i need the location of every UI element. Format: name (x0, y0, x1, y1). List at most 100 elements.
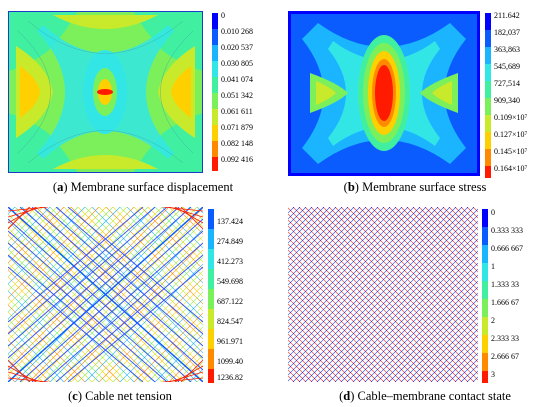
legend-swatch (485, 47, 491, 71)
cable-line (8, 325, 65, 382)
cable-line (8, 297, 93, 382)
contact-line (358, 262, 478, 382)
legend-swatch (485, 98, 491, 122)
legend-swatch (212, 141, 218, 165)
cable-tension-plot (8, 207, 203, 382)
legend-label: 182,037 (494, 28, 520, 37)
legend-swatch (482, 281, 488, 305)
legend-swatch (485, 149, 491, 173)
legend-swatch (208, 249, 214, 273)
cable-line (8, 318, 72, 382)
contact-legend: 0 0.333 333 0.666 667 1 1.333 33 1.666 6… (482, 207, 550, 387)
legend-swatch (212, 29, 218, 53)
contact-line (288, 207, 451, 370)
legend-label: 1.333 33 (491, 280, 519, 289)
cable-line (8, 207, 163, 362)
cable-line (63, 242, 203, 382)
contact-line (288, 351, 319, 382)
contact-line (288, 207, 379, 298)
legend-label: 0.092 416 (221, 155, 253, 164)
legend-label: 2.666 67 (491, 352, 519, 361)
cable-corner (8, 359, 31, 382)
displacement-legend: 0 0.010 268 0.020 537 0.030 805 0.041 07… (212, 11, 272, 175)
cable-line (8, 207, 128, 327)
legend-label: 0.010 268 (221, 27, 253, 36)
legend-label: 1236.82 (217, 373, 243, 382)
cable-line (49, 228, 203, 382)
cable-line (147, 207, 203, 263)
caption-d: (d) Cable–membrane contact state (339, 389, 511, 403)
contact-line (288, 207, 391, 310)
contact-line (288, 207, 433, 352)
cable-line (70, 249, 203, 382)
legend-swatch (482, 353, 488, 377)
cable-line (8, 207, 149, 348)
cable-line (28, 207, 203, 382)
caption-text: Cable net tension (85, 389, 172, 403)
contact-line (424, 328, 478, 382)
contact-line (316, 220, 478, 382)
cable-line (8, 207, 135, 334)
legend-label: 687.122 (217, 297, 243, 306)
contact-line (442, 207, 478, 243)
contact-line (288, 207, 337, 256)
legend-label: 0.333 333 (491, 226, 523, 235)
cable-diagonal (8, 207, 180, 359)
cable-diagonal (67, 266, 203, 382)
legend-label: 909,340 (494, 96, 520, 105)
contact-line (288, 297, 373, 382)
contact-line (400, 304, 478, 382)
contact-line (298, 207, 475, 382)
tension-legend: 137.424 274.849 412.273 549.698 687.122 … (208, 207, 268, 387)
cable-diagonal (19, 207, 203, 371)
cable-line (8, 311, 79, 382)
cable-line (8, 339, 51, 382)
legend-swatch (208, 349, 214, 373)
cable-line (112, 291, 203, 382)
legend-swatch (485, 115, 491, 139)
cable-line (84, 263, 203, 382)
cable-line (77, 256, 203, 382)
legend-swatch (482, 371, 488, 383)
contact-line (406, 207, 478, 279)
cable-line (8, 207, 51, 250)
legend-swatch (485, 81, 491, 105)
legend-label: 0.082 148 (221, 139, 253, 148)
cable-diagonal (8, 218, 192, 382)
cable-line (8, 207, 114, 313)
cable-line (147, 326, 203, 382)
cable-diagonal (8, 266, 144, 382)
cable-line (21, 207, 198, 382)
legend-label: 961.971 (217, 337, 243, 346)
legend-swatch (208, 329, 214, 353)
contact-line (418, 207, 478, 267)
contact-line (288, 333, 337, 382)
contact-line (340, 244, 478, 382)
legend-label: 0.051 342 (221, 91, 253, 100)
legend-label: 0.666 667 (491, 244, 523, 253)
cable-diagonal (55, 207, 203, 335)
legend-swatch (208, 209, 214, 233)
contact-line (364, 268, 478, 382)
legend-swatch (482, 227, 488, 251)
contact-line (406, 310, 478, 382)
cable-corner (180, 359, 203, 382)
legend-swatch (212, 157, 218, 171)
cable-line (133, 207, 203, 277)
contact-line (288, 309, 361, 382)
contact-line (388, 292, 478, 382)
legend-swatch (482, 335, 488, 359)
legend-label: 0.030 805 (221, 59, 253, 68)
legend-swatch (212, 77, 218, 101)
cable-diagonal (8, 207, 144, 323)
cable-line (8, 207, 86, 285)
contact-line (376, 280, 478, 382)
cable-diagonal (43, 242, 203, 382)
legend-label: 137.424 (217, 217, 243, 226)
legend-swatch (212, 109, 218, 133)
contact-line (288, 207, 463, 382)
contact-line (288, 315, 355, 382)
contact-line (412, 316, 478, 382)
legend-label: 0.071 879 (221, 123, 253, 132)
cable-line (105, 284, 203, 382)
